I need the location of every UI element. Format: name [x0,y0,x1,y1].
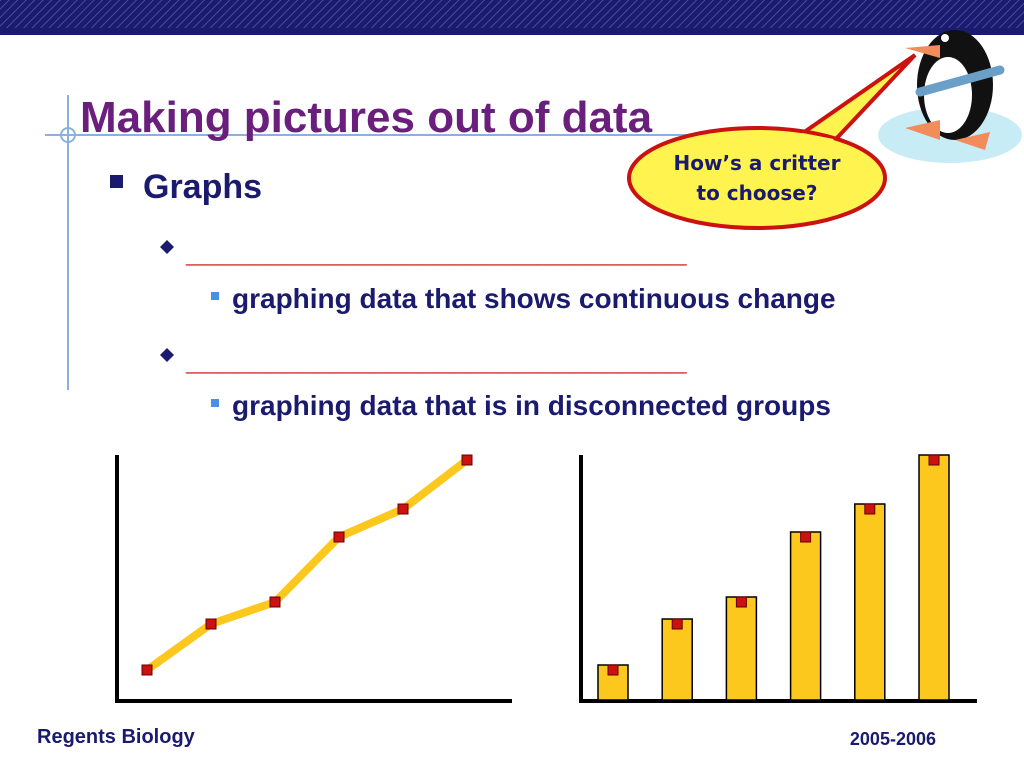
callout [627,126,887,230]
point [928,454,940,466]
bullet: graphing data that shows continuous chan… [232,283,836,314]
point [269,596,281,608]
bullet-diamond [160,240,174,254]
top-bar [0,28,1024,35]
point [864,503,876,515]
point [671,618,683,630]
point [800,531,812,543]
point [735,596,747,608]
footer-left: Regents Biology [37,726,196,748]
bar [725,596,758,701]
penguin-eye [941,34,949,42]
footer-right: 2005-2006 [850,729,936,749]
callout-text: How’s a critter [673,151,840,175]
title: Making pictures out of data [80,93,653,142]
point [607,664,619,676]
bar [789,531,822,701]
wrench [915,65,1005,97]
bullet-small [211,292,219,300]
bar [918,454,950,701]
bullet-diamond [160,348,174,362]
point [461,454,473,466]
point [397,503,409,515]
bar [854,503,886,701]
bullet: graphing data that is in disconnected gr… [232,390,831,421]
penguin-foot [955,132,990,150]
penguin-belly [924,57,972,133]
point [141,664,153,676]
callout-join [801,133,834,145]
blank: ______________________________ [185,344,687,377]
top-band [0,0,1024,28]
bullet: Graphs [143,168,262,206]
penguin-beak [905,45,940,58]
bullet-small [211,399,219,407]
callout-text: to choose? [697,181,818,205]
rule-circle [60,127,76,143]
bullet-square [110,175,123,188]
point [333,531,345,543]
bar [661,618,693,701]
point [205,618,217,630]
penguin-foot [905,120,940,140]
blank: ______________________________ [185,236,687,269]
data-line [144,456,470,674]
